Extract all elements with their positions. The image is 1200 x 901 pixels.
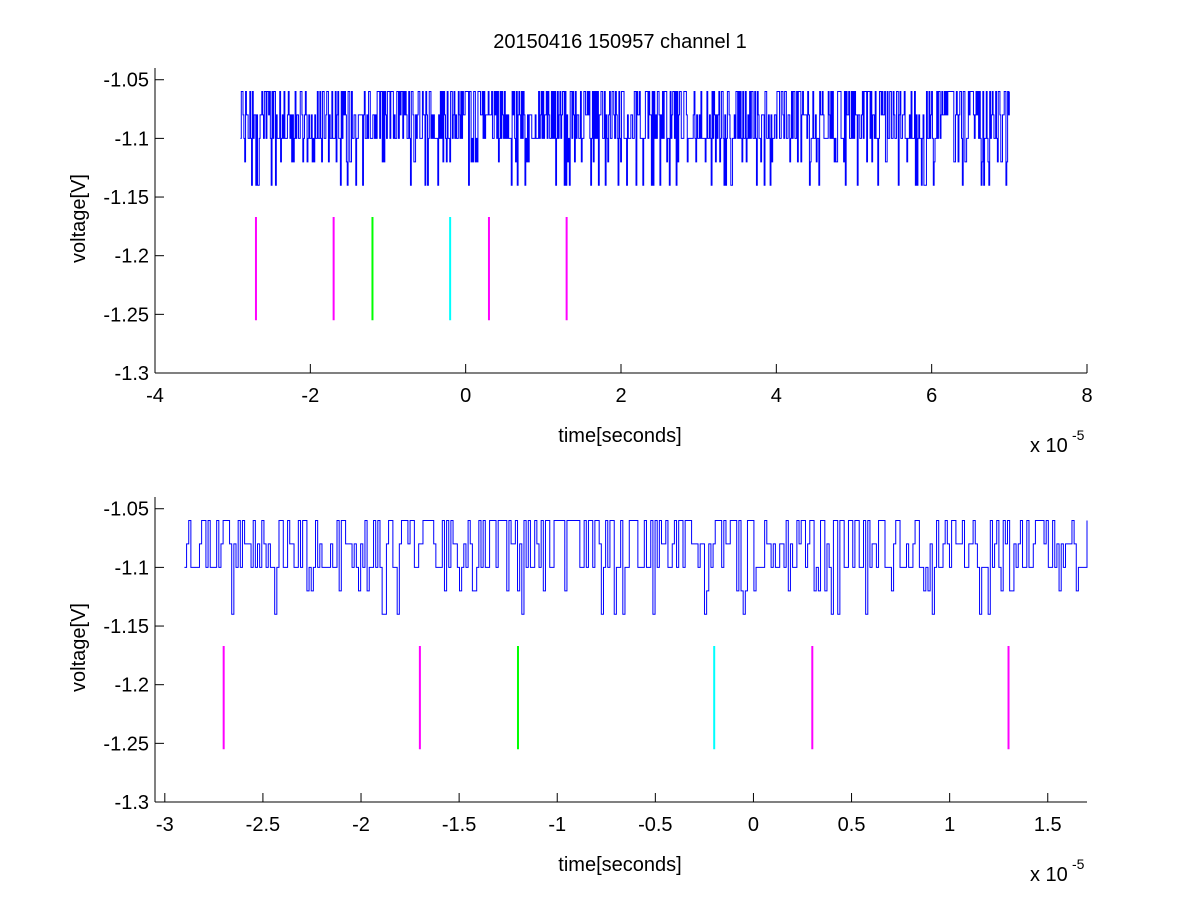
x-tick-label: -2.5 bbox=[246, 814, 280, 836]
x-tick-label: -2 bbox=[301, 385, 319, 407]
bottom-plot: -3 -2.5 -2 -1.5 -1 -0.5 0 0.5 1 1.5 -1.05 -1.1 -1.15… bbox=[68, 497, 1088, 886]
y-tick-label: -1.1 bbox=[115, 128, 149, 150]
y-tick-label: -1.1 bbox=[115, 557, 149, 579]
x-axis-label: time[seconds] bbox=[558, 425, 681, 447]
y-tick-label: -1.05 bbox=[103, 499, 149, 521]
x-tick-label: -1.5 bbox=[442, 814, 476, 836]
x-tick-label: -4 bbox=[146, 385, 164, 407]
x-multiplier-exponent: -5 bbox=[1072, 427, 1085, 443]
x-tick-label: 0.5 bbox=[838, 814, 866, 836]
signal-trace bbox=[240, 90, 1010, 186]
x-tick-label: 8 bbox=[1081, 385, 1092, 407]
x-tick-label: -1 bbox=[548, 814, 566, 836]
x-tick-label: -2 bbox=[352, 814, 370, 836]
y-tick-label: -1.15 bbox=[103, 616, 149, 638]
x-tick-label: 2 bbox=[615, 385, 626, 407]
x-tick-label: 1 bbox=[944, 814, 955, 836]
x-tick-label: -3 bbox=[156, 814, 174, 836]
x-tick-label: 6 bbox=[926, 385, 937, 407]
x-tick-label: 4 bbox=[771, 385, 782, 407]
x-tick-label: 0 bbox=[460, 385, 471, 407]
signal-trace bbox=[184, 519, 1088, 615]
y-tick-label: -1.05 bbox=[103, 70, 149, 92]
x-tick-label: 0 bbox=[748, 814, 759, 836]
x-multiplier-label: x 10 bbox=[1030, 864, 1068, 886]
top-plot: -4 -2 0 2 4 6 8 -1.05 -1.1 -1.15 -1.2 -1.25 -1.3 time… bbox=[68, 68, 1093, 457]
x-axis-label: time[seconds] bbox=[558, 854, 681, 876]
y-tick-label: -1.2 bbox=[115, 246, 149, 268]
x-multiplier-label: x 10 bbox=[1030, 435, 1068, 457]
y-tick-label: -1.3 bbox=[115, 792, 149, 814]
y-axis-label: voltage[V] bbox=[68, 174, 90, 263]
x-tick-label: 1.5 bbox=[1034, 814, 1062, 836]
y-axis-label: voltage[V] bbox=[68, 603, 90, 692]
y-tick-label: -1.25 bbox=[103, 733, 149, 755]
y-tick-label: -1.2 bbox=[115, 675, 149, 697]
y-tick-label: -1.15 bbox=[103, 187, 149, 209]
y-tick-label: -1.25 bbox=[103, 304, 149, 326]
x-tick-label: -0.5 bbox=[638, 814, 672, 836]
x-multiplier-exponent: -5 bbox=[1072, 856, 1085, 872]
y-tick-label: -1.3 bbox=[115, 363, 149, 385]
chart-title: 20150416 150957 channel 1 bbox=[493, 31, 747, 53]
